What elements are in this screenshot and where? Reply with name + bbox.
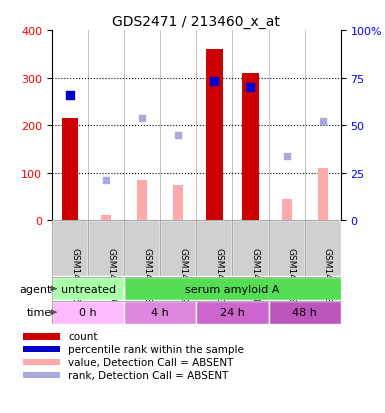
Bar bbox=[124, 301, 196, 324]
Bar bbox=[124, 278, 341, 300]
Bar bbox=[281, 199, 292, 221]
Text: GSM143733: GSM143733 bbox=[323, 248, 332, 302]
Text: 24 h: 24 h bbox=[220, 307, 245, 318]
Text: rank, Detection Call = ABSENT: rank, Detection Call = ABSENT bbox=[68, 370, 228, 380]
Bar bbox=[318, 169, 328, 221]
Point bbox=[103, 178, 109, 184]
Point bbox=[67, 92, 73, 99]
Point bbox=[248, 85, 254, 91]
Text: GSM143727: GSM143727 bbox=[106, 248, 115, 302]
Text: GSM143732: GSM143732 bbox=[286, 248, 296, 302]
Text: percentile rank within the sample: percentile rank within the sample bbox=[68, 344, 244, 354]
Text: 4 h: 4 h bbox=[151, 307, 169, 318]
Bar bbox=[23, 333, 60, 340]
Text: time: time bbox=[27, 307, 52, 318]
Point bbox=[139, 115, 145, 122]
Bar bbox=[23, 359, 60, 366]
Text: count: count bbox=[68, 332, 97, 342]
Bar bbox=[269, 221, 305, 277]
Bar bbox=[206, 50, 223, 221]
Text: 48 h: 48 h bbox=[292, 307, 317, 318]
Bar bbox=[160, 221, 196, 277]
Text: agent: agent bbox=[20, 284, 52, 294]
Text: GSM143726: GSM143726 bbox=[70, 248, 79, 302]
Bar bbox=[62, 119, 78, 221]
Text: 0 h: 0 h bbox=[79, 307, 97, 318]
Text: GSM143730: GSM143730 bbox=[214, 248, 223, 302]
Text: serum amyloid A: serum amyloid A bbox=[185, 284, 280, 294]
Bar bbox=[233, 221, 269, 277]
Text: untreated: untreated bbox=[60, 284, 116, 294]
Bar bbox=[196, 301, 269, 324]
Bar bbox=[52, 221, 88, 277]
Bar bbox=[23, 346, 60, 353]
Bar bbox=[52, 278, 124, 300]
Bar bbox=[173, 185, 183, 221]
Text: GSM143731: GSM143731 bbox=[251, 248, 259, 302]
Bar bbox=[305, 221, 341, 277]
Point bbox=[211, 79, 218, 85]
Bar bbox=[52, 301, 124, 324]
Bar bbox=[269, 301, 341, 324]
Point bbox=[283, 153, 290, 160]
Bar bbox=[23, 372, 60, 378]
Bar bbox=[243, 74, 259, 221]
Point bbox=[175, 132, 181, 139]
Bar bbox=[101, 215, 111, 221]
Bar bbox=[124, 221, 160, 277]
Bar bbox=[196, 221, 233, 277]
Bar bbox=[137, 180, 147, 221]
Point bbox=[320, 119, 326, 126]
Bar bbox=[88, 221, 124, 277]
Title: GDS2471 / 213460_x_at: GDS2471 / 213460_x_at bbox=[112, 14, 280, 28]
Text: value, Detection Call = ABSENT: value, Detection Call = ABSENT bbox=[68, 357, 233, 367]
Text: GSM143729: GSM143729 bbox=[178, 248, 187, 302]
Text: GSM143728: GSM143728 bbox=[142, 248, 151, 302]
